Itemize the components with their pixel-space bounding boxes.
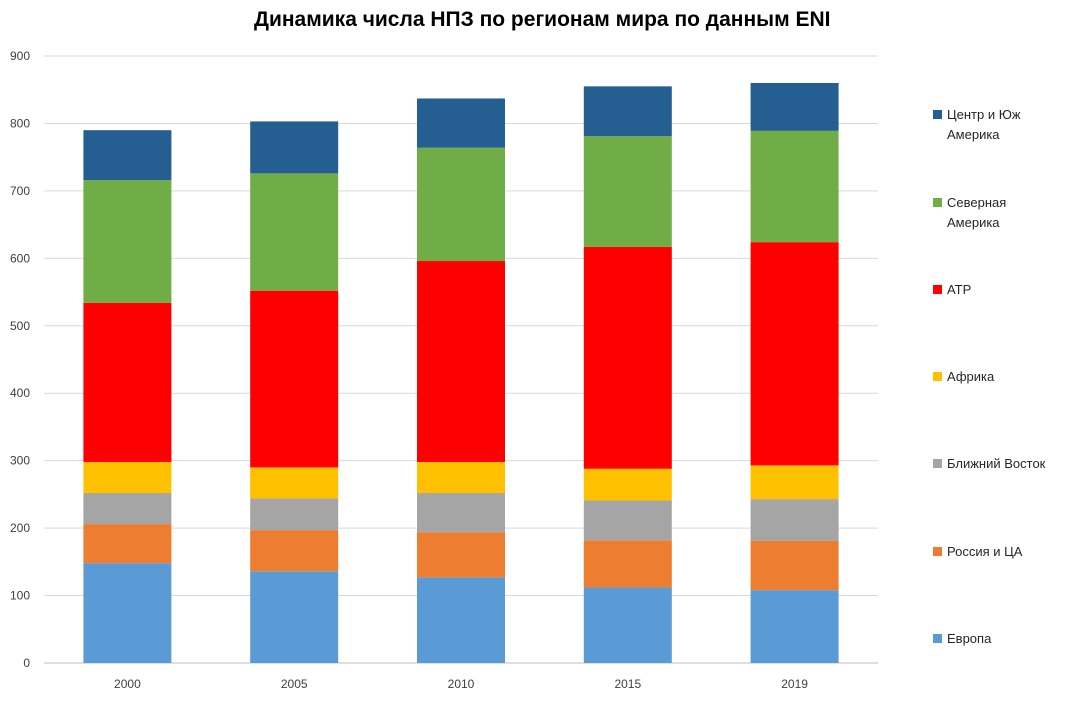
x-tick-label: 2019 — [781, 677, 808, 691]
bar-segment — [583, 246, 672, 469]
y-tick-label: 700 — [10, 184, 30, 198]
y-tick-label: 900 — [10, 49, 30, 63]
bar-segment — [83, 302, 172, 463]
bar-segment — [83, 462, 172, 494]
bar-segment — [250, 498, 339, 531]
bar-segment — [417, 493, 505, 533]
legend-swatch — [933, 634, 942, 643]
bar-segment — [417, 577, 505, 663]
bars — [83, 82, 839, 663]
legend-swatch — [933, 110, 942, 119]
y-tick-label: 600 — [10, 251, 30, 265]
bar-segment — [250, 467, 339, 499]
bar-segment — [417, 261, 505, 463]
bar-segment — [83, 563, 172, 663]
legend-label: Россия и ЦА — [947, 544, 1023, 559]
bar-segment — [583, 587, 672, 663]
bar-segment — [750, 82, 839, 131]
y-tick-label: 500 — [10, 319, 30, 333]
legend-swatch — [933, 547, 942, 556]
x-axis: 2000 2005 2010 2015 2019 — [114, 677, 808, 691]
y-tick-label: 200 — [10, 521, 30, 535]
x-tick-label: 2000 — [114, 677, 141, 691]
bar-segment — [83, 130, 172, 181]
x-tick-label: 2010 — [448, 677, 475, 691]
x-tick-label: 2005 — [281, 677, 308, 691]
bar-segment — [250, 571, 339, 663]
legend-label: Африка — [947, 369, 995, 384]
bar-segment — [250, 530, 339, 572]
legend-swatch — [933, 285, 942, 294]
bar-segment — [583, 468, 672, 501]
y-tick-label: 0 — [23, 656, 30, 670]
x-tick-label: 2015 — [614, 677, 641, 691]
bar-segment — [250, 121, 339, 174]
y-tick-label: 100 — [10, 589, 30, 603]
bar-segment — [250, 173, 339, 291]
legend-swatch — [933, 459, 942, 468]
bar-segment — [750, 499, 839, 541]
legend-label: Ближний Восток — [947, 456, 1046, 471]
bar-segment — [417, 462, 505, 494]
legend-swatch — [933, 198, 942, 207]
legend-label: Центр и Юж Америка — [947, 107, 1021, 142]
bar-segment — [417, 532, 505, 578]
legend-label: Северная Америка — [947, 195, 1006, 230]
y-tick-label: 400 — [10, 386, 30, 400]
bar-segment — [83, 524, 172, 564]
bar-segment — [750, 465, 839, 500]
bar-segment — [83, 180, 172, 303]
bar-segment — [750, 130, 839, 243]
legend-label: Европа — [947, 631, 992, 646]
y-axis: 0 100 200 300 400 500 600 700 800 900 — [10, 49, 30, 670]
legend-label: АТР — [947, 282, 971, 297]
legend-swatch — [933, 372, 942, 381]
legend: Центр и Юж Америка Северная Америка АТР Африк… — [933, 107, 1046, 646]
bar-segment — [583, 540, 672, 588]
y-tick-label: 800 — [10, 116, 30, 130]
bar-segment — [750, 540, 839, 591]
bar-segment — [250, 290, 339, 468]
chart-title: Динамика числа НПЗ по регионам мира по д… — [254, 8, 831, 31]
bar-segment — [417, 147, 505, 262]
bar-segment — [750, 242, 839, 466]
bar-segment — [750, 590, 839, 663]
bar-segment — [583, 136, 672, 247]
bar-segment — [583, 500, 672, 541]
y-tick-label: 300 — [10, 454, 30, 468]
bar-segment — [417, 98, 505, 148]
bar-segment — [83, 493, 172, 525]
bar-segment — [583, 86, 672, 137]
